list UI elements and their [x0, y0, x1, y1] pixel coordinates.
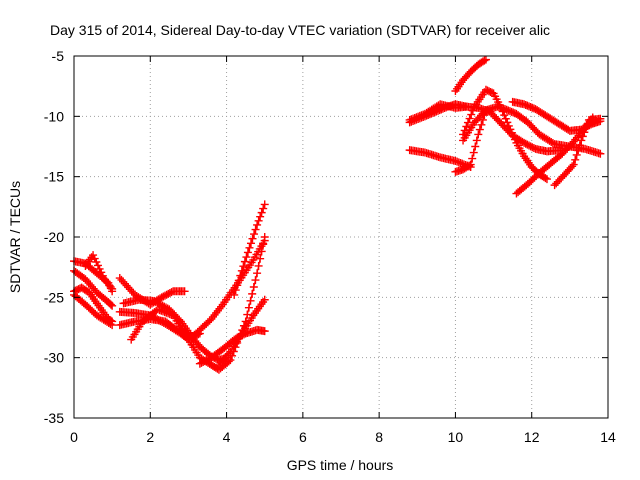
x-tick-label: 10 — [448, 429, 464, 445]
y-tick-label: -30 — [44, 350, 64, 366]
y-tick-label: -35 — [44, 410, 64, 426]
x-tick-label: 0 — [70, 429, 78, 445]
x-tick-label: 2 — [146, 429, 154, 445]
x-tick-label: 4 — [223, 429, 231, 445]
y-tick-label: -25 — [44, 289, 64, 305]
chart: 0 2 4 6 8 10 12 14 -5 -10 -15 -20 -25 -30 -35 Day 315… — [0, 0, 640, 480]
y-axis-label: SDTVAR / TECUs — [7, 181, 23, 293]
x-tick-label: 6 — [299, 429, 307, 445]
y-tick-label: -10 — [44, 108, 64, 124]
y-tick-label: -20 — [44, 229, 64, 245]
y-tick-label: -15 — [44, 169, 64, 185]
x-tick-label: 12 — [524, 429, 540, 445]
chart-background — [0, 0, 640, 480]
y-tick-label: -5 — [52, 48, 65, 64]
x-tick-label: 8 — [375, 429, 383, 445]
x-axis-label: GPS time / hours — [287, 457, 394, 473]
x-tick-label: 14 — [600, 429, 616, 445]
chart-title: Day 315 of 2014, Sidereal Day-to-day VTE… — [50, 22, 550, 38]
